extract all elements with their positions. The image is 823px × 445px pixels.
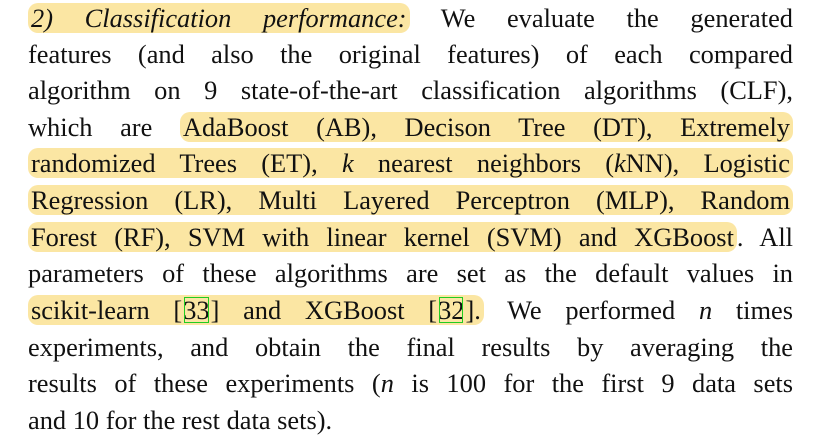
text-span: parameters of these algorithms are set a…	[28, 258, 793, 288]
text-span: nearest neighbors (	[377, 148, 615, 178]
highlighted-text: scikit-learn [33] and XGBoost [32].	[28, 295, 484, 325]
text-span: We performed	[507, 295, 676, 325]
highlighted-text: Regression (LR), Multi Layered Perceptro…	[28, 185, 793, 215]
citation-link-33[interactable]: 33	[183, 295, 210, 325]
text-span: We evaluate the generated	[440, 3, 793, 33]
text-line-8: parameters of these algorithms are set a…	[28, 255, 793, 291]
text-group: Forest (RF), SVM with linear kernel (SVM…	[28, 222, 793, 252]
section-heading-number: 2)	[31, 3, 53, 33]
text-span: features (and also the original features…	[28, 39, 793, 69]
text-line-9: scikit-learn [33] and XGBoost [32]. We p…	[28, 292, 793, 328]
text-span: experiments, and obtain the final result…	[28, 332, 793, 362]
math-symbol-n: n	[380, 368, 394, 398]
text-span: and 10 for the rest data sets).	[28, 405, 333, 435]
highlighted-text: randomized Trees (ET), k nearest neighbo…	[28, 148, 793, 178]
text-line-7: Forest (RF), SVM with linear kernel (SVM…	[28, 219, 793, 255]
math-symbol-n: n	[698, 295, 713, 325]
text-span: ] and XGBoost [	[210, 295, 438, 325]
text-span: scikit-learn [	[31, 295, 183, 325]
section-heading-title: Classification performance:	[84, 3, 407, 33]
text-span: is 100 for the first 9 data sets	[411, 368, 794, 398]
section-heading-highlight: 2) Classification performance:	[28, 3, 410, 33]
text-span: which are	[28, 112, 153, 142]
text-span: times	[735, 295, 794, 325]
text-line-11: results of these experiments (n is 100 f…	[28, 365, 793, 401]
text-line-3: algorithm on 9 state-of-the-art classifi…	[28, 72, 793, 108]
text-span: randomized Trees (ET),	[31, 148, 318, 178]
text-line-1: 2) Classification performance: We evalua…	[28, 0, 793, 36]
math-symbol-k: k	[614, 148, 626, 178]
math-symbol-k: k	[341, 148, 354, 178]
text-span: algorithm on 9 state-of-the-art classifi…	[28, 75, 793, 105]
text-group: results of these experiments (n	[28, 368, 394, 398]
text-line-12: and 10 for the rest data sets).	[28, 402, 332, 438]
text-line-6: Regression (LR), Multi Layered Perceptro…	[28, 182, 793, 218]
text-span: ].	[465, 295, 481, 325]
text-span: results of these experiments (	[28, 368, 381, 398]
text-line-10: experiments, and obtain the final result…	[28, 329, 793, 365]
citation-link-32[interactable]: 32	[438, 295, 465, 325]
highlighted-text: AdaBoost (AB), Decison Tree (DT), Extrem…	[179, 112, 793, 142]
text-line-5: randomized Trees (ET), k nearest neighbo…	[28, 145, 793, 181]
highlighted-text: Forest (RF), SVM with linear kernel (SVM…	[28, 222, 737, 252]
text-span: . All	[736, 222, 793, 252]
text-line-2: features (and also the original features…	[28, 36, 793, 72]
text-span: NN), Logistic	[625, 148, 790, 178]
text-line-4: which are AdaBoost (AB), Decison Tree (D…	[28, 109, 793, 145]
